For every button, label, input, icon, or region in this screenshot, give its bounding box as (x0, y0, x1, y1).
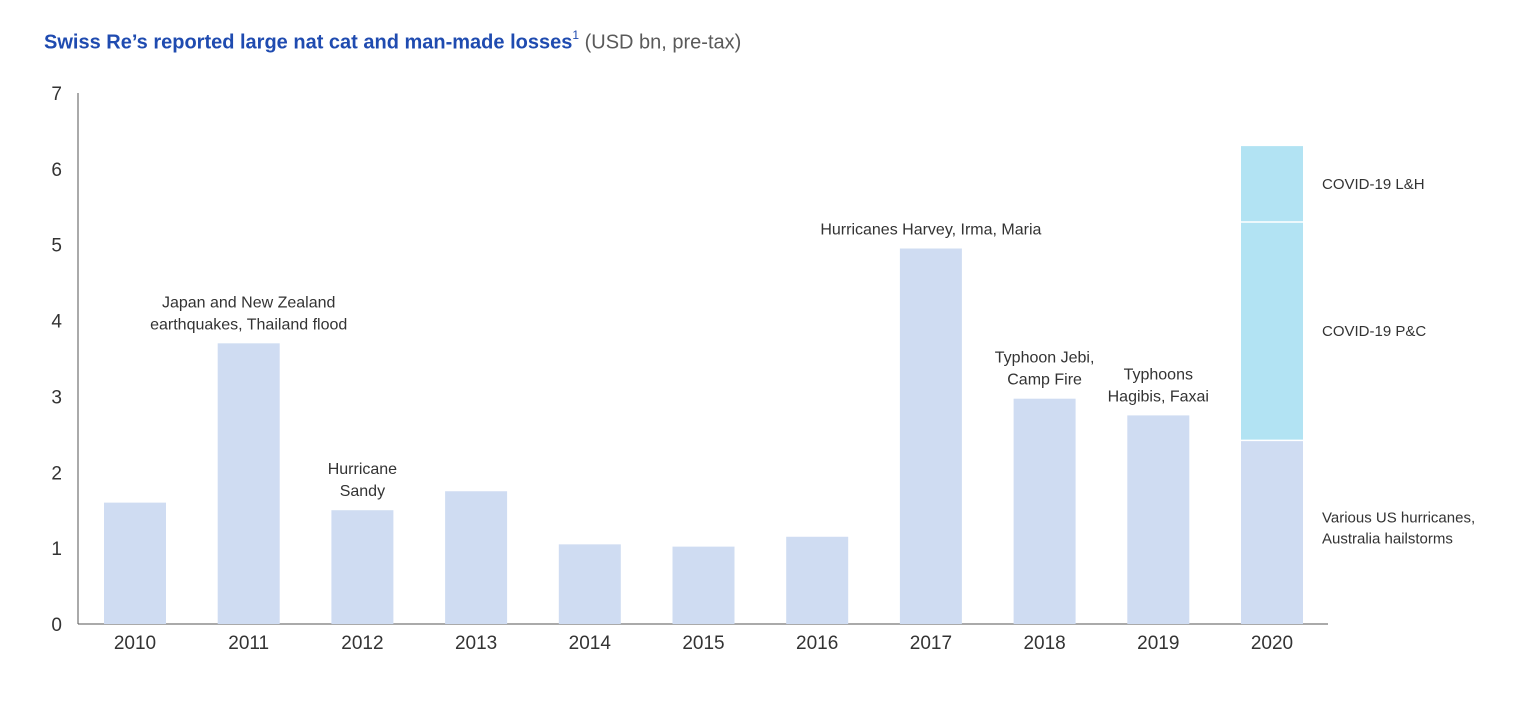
annotation-2011: Japan and New Zealand (162, 294, 335, 311)
y-tick-label: 4 (51, 312, 62, 333)
y-tick-label: 3 (51, 387, 62, 408)
bar-2011-series-0 (217, 343, 280, 624)
y-tick-label: 0 (51, 615, 62, 636)
annotation-2019: Hagibis, Faxai (1108, 388, 1209, 405)
segment-label-series-2: COVID-19 L&H (1322, 176, 1425, 193)
bar-2018-series-0 (1013, 398, 1076, 624)
segment-label-series-0: Various US hurricanes, (1322, 509, 1475, 526)
annotation-2011: earthquakes, Thailand flood (150, 316, 347, 333)
chart-title-unit: (USD bn, pre-tax) (584, 31, 742, 54)
bar-2014-series-0 (558, 544, 621, 624)
bar-2019-series-0 (1127, 415, 1190, 624)
chart-title: Swiss Re’s reported large nat cat and ma… (44, 28, 742, 55)
y-tick-label: 5 (51, 236, 62, 257)
x-tick-label: 2016 (796, 633, 838, 654)
segment-label-series-1: COVID-19 P&C (1322, 323, 1426, 340)
x-tick-label: 2019 (1137, 633, 1179, 654)
annotation-2018: Typhoon Jebi, (995, 350, 1095, 367)
bar-2020-series-1 (1241, 221, 1303, 441)
x-tick-label: 2012 (341, 633, 383, 654)
bar-2017-series-0 (899, 248, 962, 624)
y-tick-label: 2 (51, 463, 62, 484)
y-tick-label: 1 (51, 539, 62, 560)
x-tick-label: 2020 (1251, 633, 1293, 654)
x-tick-label: 2014 (569, 633, 612, 654)
annotation-2018: Camp Fire (1007, 372, 1082, 389)
segment-label-series-0: Australia hailstorms (1322, 530, 1453, 547)
annotation-2017: Hurricanes Harvey, Irma, Maria (820, 222, 1041, 239)
bar-2020-series-2 (1241, 146, 1303, 222)
bar-2016-series-0 (786, 536, 849, 624)
x-tick-label: 2011 (228, 633, 269, 654)
y-tick-label: 7 (51, 84, 62, 105)
bar-2013-series-0 (445, 491, 508, 624)
annotation-2019: Typhoons (1124, 366, 1193, 383)
x-tick-label: 2018 (1023, 633, 1065, 654)
bar-2020-series-0 (1241, 440, 1303, 624)
bar-2012-series-0 (331, 510, 394, 624)
x-tick-label: 2017 (910, 633, 952, 654)
y-tick-label: 6 (51, 160, 62, 181)
x-tick-label: 2013 (455, 633, 497, 654)
chart-title-main: Swiss Re’s reported large nat cat and ma… (44, 31, 573, 54)
annotation-2012: Sandy (340, 483, 385, 500)
bar-2015-series-0 (672, 546, 735, 624)
bar-2010-series-0 (104, 502, 166, 624)
annotation-2012: Hurricane (328, 461, 397, 478)
x-tick-label: 2015 (682, 633, 724, 654)
chart-title-footnote: 1 (572, 28, 580, 42)
x-tick-label: 2010 (114, 633, 156, 654)
